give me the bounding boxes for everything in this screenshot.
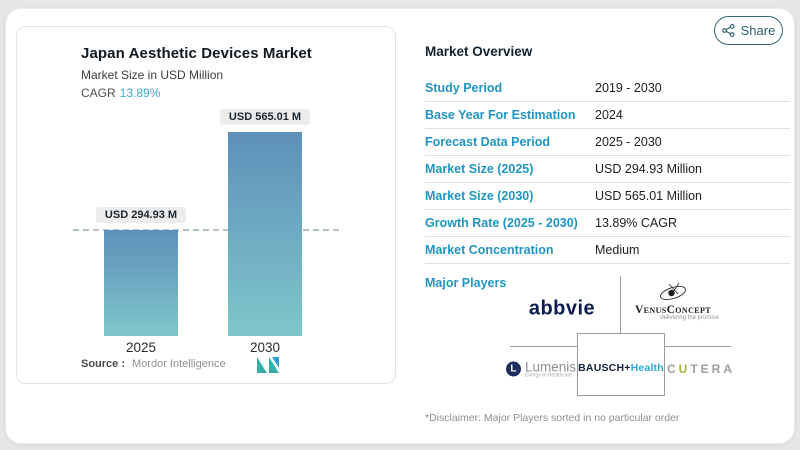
overview-title: Market Overview [425,44,533,59]
table-row: Market Concentration Medium [425,237,790,264]
row-value: 13.89% CAGR [595,216,677,230]
table-row: Study Period 2019 - 2030 [425,75,790,102]
row-value: 2025 - 2030 [595,135,662,149]
row-label: Forecast Data Period [425,135,551,149]
row-label: Market Size (2030) [425,189,534,203]
bar-2025 [104,230,178,336]
bausch-word: BAUSCH+ [578,362,631,374]
row-value: Medium [595,243,640,257]
venus-concept-logo: VenusConcept delivering the promise [613,280,733,321]
row-value: 2019 - 2030 [595,81,662,95]
cutera-letters: TERA [690,362,736,376]
row-value: USD 565.01 Million [595,189,702,203]
row-label: Growth Rate (2025 - 2030) [425,216,578,230]
row-value: USD 294.93 Million [595,162,702,176]
table-row: Forecast Data Period 2025 - 2030 [425,129,790,156]
chart-cagr: CAGR 13.89% [81,86,160,100]
x-axis-label-2030: 2030 [249,340,281,355]
bausch-health-cell [577,333,665,396]
chart-subtitle: Market Size in USD Million [81,68,224,82]
venus-concept-tagline: delivering the promise [660,315,719,321]
source-value: Mordor Intelligence [132,358,226,370]
share-nodes-icon [721,24,735,37]
chart-title: Japan Aesthetic Devices Market [81,45,312,62]
market-chart-card: Japan Aesthetic Devices Market Market Si… [16,26,396,384]
lumenis-logo: L Lumenis Energy to Healthcare [505,359,577,379]
bar-value-label-2030: USD 565.01 M [219,109,311,125]
players-vertical-divider [620,276,621,333]
table-row: Base Year For Estimation 2024 [425,102,790,129]
mordor-intelligence-logo-icon [257,357,279,373]
lumenis-circle-icon: L [505,361,521,377]
bar-value-label-2025: USD 294.93 M [95,207,187,223]
venus-concept-orbit-icon [660,282,686,301]
source-attribution: Source : Mordor Intelligence [81,358,226,370]
share-button-label: Share [740,23,776,38]
players-horizontal-divider-right [665,346,731,347]
cutera-logo: CUTERA [667,362,735,376]
disclaimer-text: *Disclaimer: Major Players sorted in no … [425,412,680,424]
abbvie-logo: abbvie [528,297,596,320]
bar-2030 [228,132,302,336]
table-row: Market Size (2025) USD 294.93 Million [425,156,790,183]
cagr-label: CAGR [81,86,116,100]
overview-table: Study Period 2019 - 2030 Base Year For E… [425,75,790,264]
major-players-label: Major Players [425,276,507,290]
x-axis-label-2025: 2025 [125,340,157,355]
health-word: Health [630,362,664,374]
lumenis-name: Lumenis [524,359,577,375]
players-horizontal-divider-left [510,346,577,347]
source-label: Source : [81,358,126,370]
row-label: Market Size (2025) [425,162,534,176]
bar-chart-plot: USD 294.93 M USD 565.01 M [17,105,397,336]
bausch-health-logo: BAUSCH+Health [578,362,664,374]
row-label: Market Concentration [425,243,554,257]
share-button[interactable]: Share [714,16,783,45]
table-row: Market Size (2030) USD 565.01 Million [425,183,790,210]
row-label: Base Year For Estimation [425,108,576,122]
lumenis-tagline: Energy to Healthcare [524,372,572,379]
cutera-letter: C [666,362,679,376]
row-label: Study Period [425,81,503,95]
venus-concept-name: VenusConcept [634,304,712,316]
reference-dashed-line [73,229,339,231]
cagr-value: 13.89% [119,86,161,100]
cutera-letter-u: U [678,362,691,376]
table-row: Growth Rate (2025 - 2030) 13.89% CAGR [425,210,790,237]
row-value: 2024 [595,108,623,122]
